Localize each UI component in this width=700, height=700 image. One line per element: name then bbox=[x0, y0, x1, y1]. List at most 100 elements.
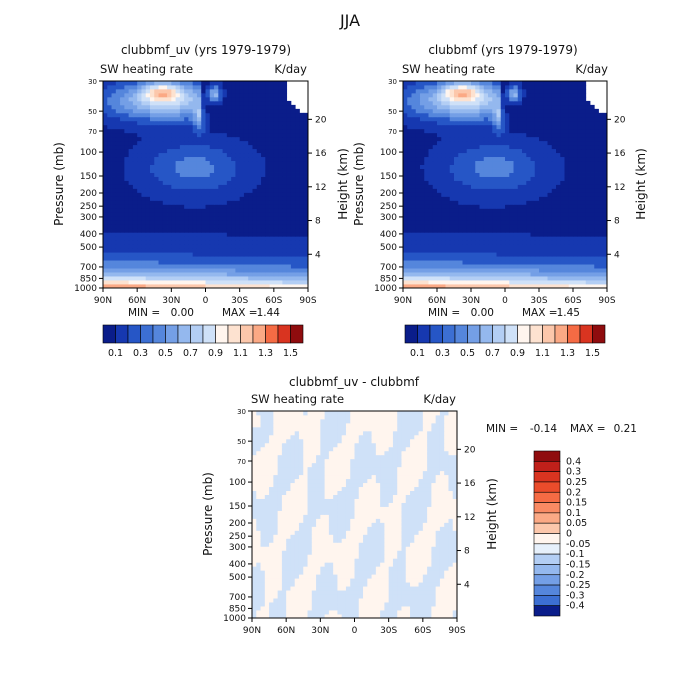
contour-cell bbox=[184, 88, 189, 94]
contour-cell bbox=[598, 276, 604, 281]
contour-cell bbox=[290, 120, 296, 126]
contour-cell bbox=[517, 120, 523, 126]
contour-cell bbox=[278, 220, 283, 225]
contour-cell bbox=[547, 160, 553, 165]
contour-cell bbox=[441, 100, 446, 106]
contour-cell bbox=[167, 264, 172, 269]
contour-cell bbox=[218, 84, 223, 90]
contour-cell bbox=[196, 284, 202, 289]
contour-cell bbox=[145, 272, 151, 277]
contour-cell bbox=[103, 264, 108, 269]
contour-cell bbox=[299, 252, 305, 257]
contour-cell bbox=[509, 172, 514, 177]
contour-cell bbox=[154, 232, 159, 237]
contour-cell bbox=[602, 268, 608, 273]
contour-cell bbox=[475, 88, 480, 94]
contour-cell bbox=[201, 156, 206, 162]
contour-cell bbox=[590, 180, 595, 185]
contour-cell bbox=[290, 260, 296, 265]
contour-cell bbox=[513, 184, 519, 189]
panel-clubbmf: clubbmf (yrs 1979-1979) SW heating rate … bbox=[352, 43, 648, 359]
contour-cell bbox=[205, 196, 211, 201]
contour-cell bbox=[137, 272, 142, 277]
contour-cell bbox=[252, 140, 258, 146]
contour-cell bbox=[573, 180, 578, 185]
contour-cell bbox=[403, 180, 408, 185]
contour-cell bbox=[222, 204, 228, 209]
contour-cell bbox=[522, 184, 527, 189]
contour-cell bbox=[132, 136, 138, 142]
contour-cell bbox=[483, 144, 489, 150]
contour-cell bbox=[454, 156, 459, 162]
contour-cell bbox=[471, 268, 476, 273]
contour-cell bbox=[564, 224, 570, 229]
contour-cell bbox=[273, 88, 279, 94]
contour-cell bbox=[522, 180, 527, 185]
contour-cell bbox=[500, 112, 506, 118]
contour-cell bbox=[420, 156, 425, 162]
contour-cell bbox=[218, 168, 223, 173]
contour-cell bbox=[568, 196, 574, 201]
contour-cell bbox=[226, 152, 232, 158]
contour-cell bbox=[222, 152, 228, 158]
contour-cell bbox=[403, 176, 408, 181]
contour-cell bbox=[192, 180, 198, 185]
contour-cell bbox=[492, 220, 497, 225]
contour-cell bbox=[201, 184, 206, 189]
contour-cell bbox=[158, 244, 164, 249]
contour-cell bbox=[454, 100, 459, 106]
contour-cell bbox=[454, 224, 459, 229]
contour-cell bbox=[543, 200, 548, 205]
contour-cell bbox=[420, 264, 425, 269]
contour-cell bbox=[295, 180, 300, 185]
contour-cell bbox=[437, 240, 442, 245]
contour-cell bbox=[192, 160, 198, 165]
contour-cell bbox=[577, 228, 582, 233]
contour-cell bbox=[124, 184, 130, 189]
contour-cell bbox=[475, 200, 480, 205]
contour-cell bbox=[141, 232, 147, 237]
contour-cell bbox=[594, 260, 599, 265]
contour-cell bbox=[543, 100, 548, 106]
contour-cell bbox=[462, 128, 468, 134]
contour-cell bbox=[585, 260, 591, 265]
contour-cell bbox=[124, 112, 130, 118]
contour-cell bbox=[265, 224, 270, 229]
contour-cell bbox=[602, 124, 608, 130]
contour-cell bbox=[513, 192, 519, 197]
contour-cell bbox=[534, 132, 540, 138]
contour-cell bbox=[492, 104, 497, 110]
contour-cell bbox=[488, 268, 493, 273]
colorbar-swatch bbox=[140, 324, 154, 344]
contour-cell bbox=[261, 104, 266, 110]
contour-cell bbox=[286, 244, 292, 249]
contour-cell bbox=[239, 252, 245, 257]
contour-cell bbox=[411, 264, 417, 269]
contour-cell bbox=[564, 188, 570, 193]
contour-cell bbox=[530, 100, 536, 106]
contour-cell bbox=[411, 228, 417, 233]
contour-cell bbox=[492, 224, 497, 229]
contour-cell bbox=[103, 96, 108, 102]
contour-cell bbox=[252, 148, 258, 154]
contour-cell bbox=[564, 216, 570, 221]
contour-cell bbox=[432, 124, 438, 130]
contour-cell bbox=[128, 232, 134, 237]
contour-cell bbox=[111, 144, 117, 150]
contour-cell bbox=[231, 244, 236, 249]
contour-cell bbox=[171, 236, 176, 241]
contour-cell bbox=[585, 124, 591, 130]
contour-cell bbox=[192, 124, 198, 130]
contour-cell bbox=[581, 136, 587, 142]
contour-cell bbox=[196, 192, 202, 197]
contour-cell bbox=[551, 100, 557, 106]
contour-cell bbox=[432, 136, 438, 142]
contour-cell bbox=[496, 244, 502, 249]
contour-cell bbox=[248, 216, 253, 221]
contour-cell bbox=[530, 112, 536, 118]
contour-cell bbox=[141, 196, 147, 201]
contour-cell bbox=[218, 252, 223, 257]
contour-cell bbox=[522, 140, 527, 146]
contour-cell bbox=[286, 228, 292, 233]
contour-cell bbox=[128, 144, 134, 150]
